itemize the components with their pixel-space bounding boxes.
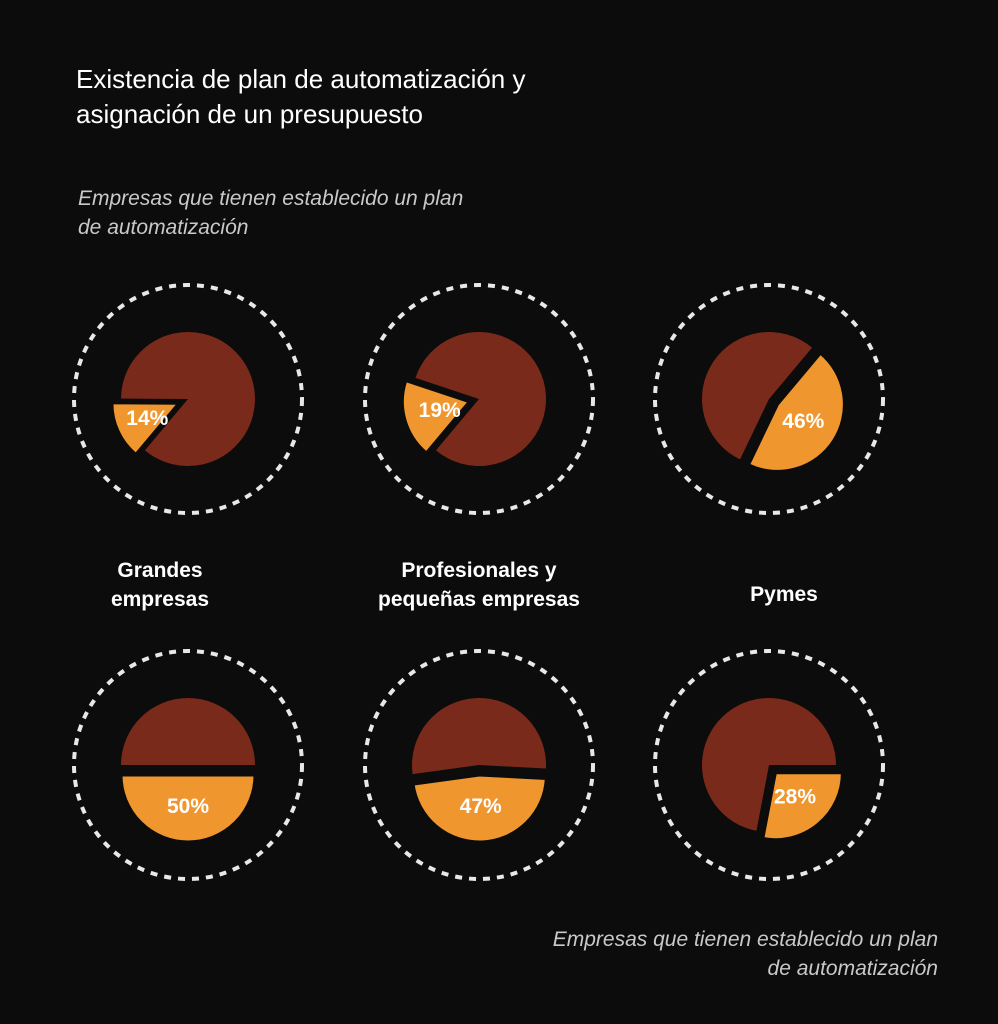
pie-data-label: 47% [460,795,502,818]
group-label-line: empresas [110,588,210,611]
pie-slice-highlight [110,401,183,457]
pie-chart-4: 50% [72,649,304,881]
subtitle-bottom-line-2: de automatización [767,957,938,980]
pie-chart-3: 46% [653,283,885,515]
dashed-ring [363,649,595,881]
group-label-profesionales: Profesionales y pequeñas empresas [339,556,619,614]
pie-slice-highlight [119,773,257,844]
subtitle-bottom: Empresas que tienen establecido un plan … [553,925,938,983]
pie-chart-2: 19% [363,283,595,515]
pie-slice-rest [121,331,255,466]
pie-slice-rest [702,697,836,831]
pie-slice-highlight [746,350,846,473]
group-label-grandes: Grandes empresas [20,556,300,614]
pie-slice-highlight [761,771,844,842]
group-label-line: Pymes [750,583,818,606]
dashed-ring [72,283,304,515]
pie-slice-highlight [411,773,548,844]
subtitle-top-line-1: Empresas que tienen establecido un plan [78,187,464,210]
pie-data-label: 14% [126,407,168,430]
pie-chart-1: 14% [72,283,304,515]
pie-slice-rest [121,698,255,765]
dashed-ring [653,283,885,515]
dashed-ring [363,283,595,515]
pie-slice-rest [412,698,547,775]
pie-data-label: 28% [774,786,816,809]
chart-title-line-1: Existencia de plan de automatización y [76,64,526,94]
pie-slice-highlight [400,378,472,456]
pie-chart-6: 28% [653,649,885,881]
pie-data-label: 19% [419,399,461,422]
chart-title: Existencia de plan de automatización y a… [76,62,676,132]
group-label-line: Profesionales y [401,559,557,582]
group-label-line: Grandes [117,559,203,582]
pie-data-label: 46% [782,410,824,433]
subtitle-bottom-line-1: Empresas que tienen establecido un plan [552,928,938,951]
dashed-ring [653,649,885,881]
pie-data-label: 50% [167,795,209,818]
pie-slice-rest [415,332,547,467]
subtitle-top-line-2: de automatización [78,216,249,239]
chart-title-line-2: asignación de un presupuesto [76,99,423,129]
dashed-ring [72,649,304,881]
group-label-pymes: Pymes [644,580,924,609]
subtitle-top: Empresas que tienen establecido un plan … [78,184,463,242]
group-label-line: pequeñas empresas [378,588,580,611]
pie-slice-rest [701,331,813,460]
pie-chart-5: 47% [363,649,595,881]
